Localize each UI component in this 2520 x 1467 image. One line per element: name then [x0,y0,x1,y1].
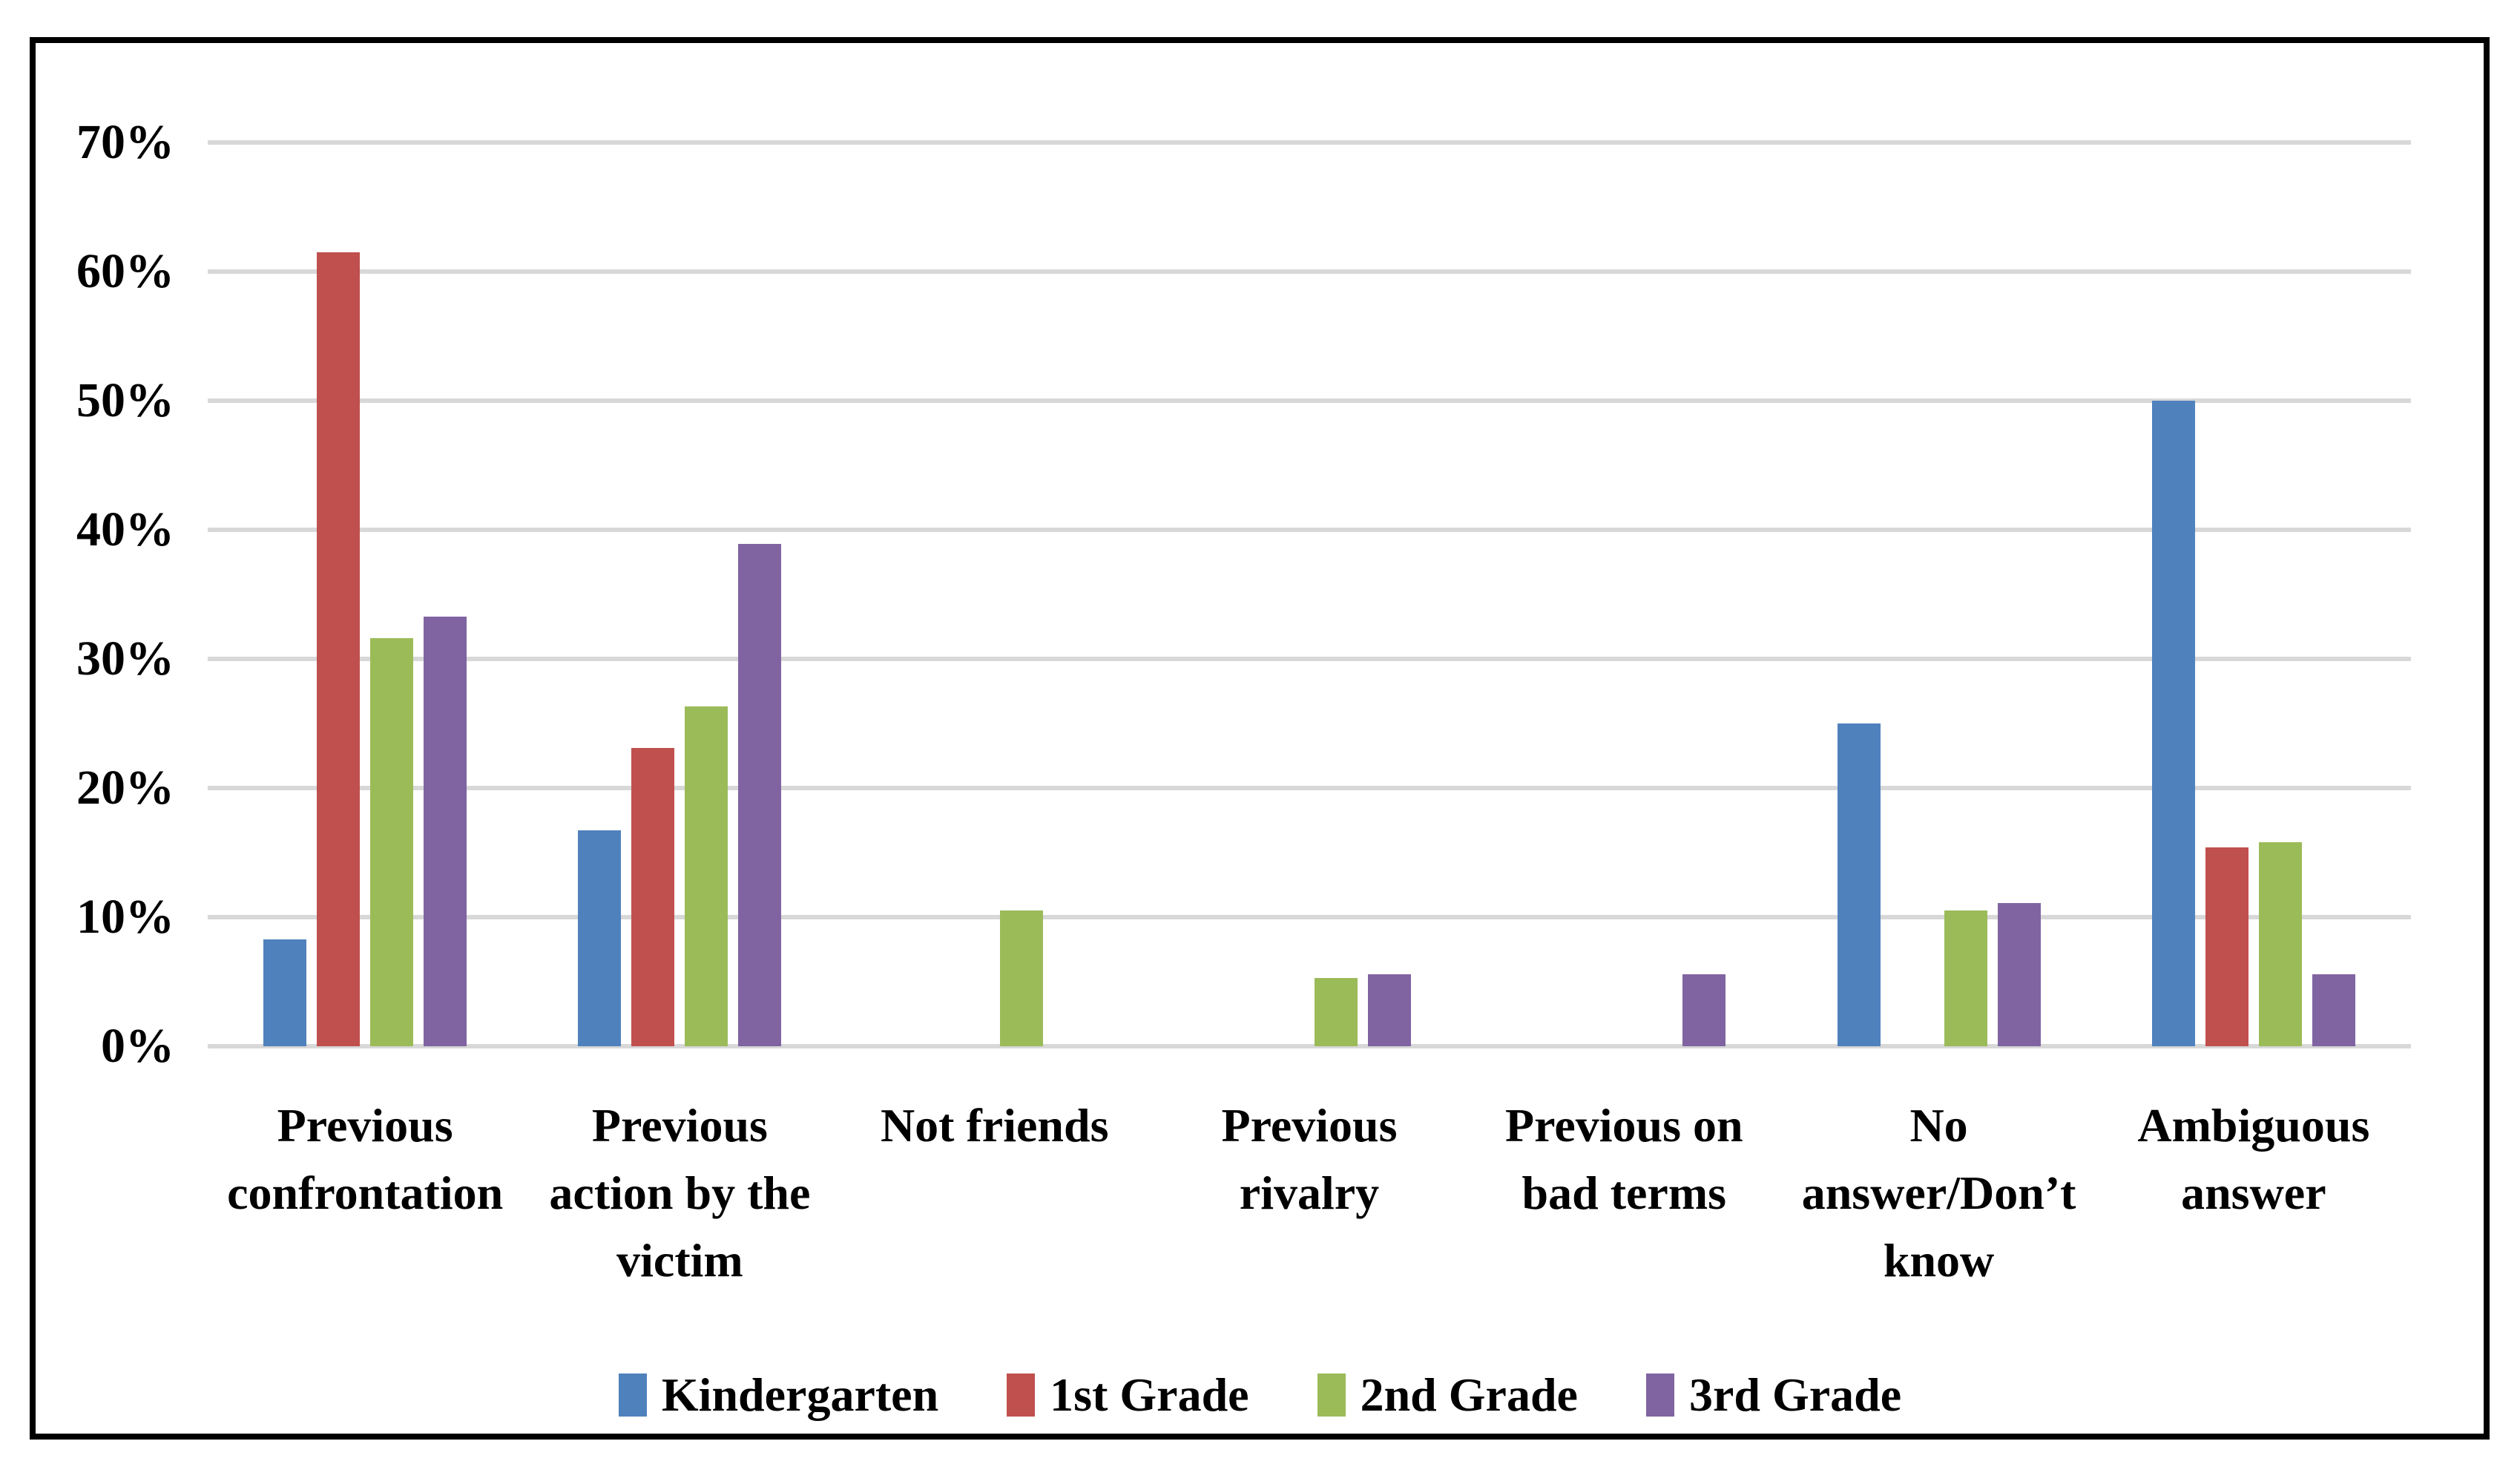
legend-label-2nd-grade: 2nd Grade [1360,1368,1578,1421]
bar-3rd-grade-no-answer-don-t-know [1997,902,2041,1046]
bar-1st-grade-previous-confrontation [317,252,361,1046]
legend-swatch-3rd-grade [1645,1374,1674,1417]
bar-kindergarten-no-answer-don-t-know [1837,723,1881,1046]
bar-3rd-grade-ambiguous-answer [2312,974,2355,1046]
bar-2nd-grade-not-friends [999,910,1043,1046]
legend-label-kindergarten: Kindergarten [661,1368,939,1421]
bar-3rd-grade-previous-on-bad-terms [1682,974,1726,1046]
legend: Kindergarten 1st Grade 2nd Grade 3rd Grade [0,1371,2520,1419]
x-axis-category-label-previous-rivalry: Previous rivalry [1221,1099,1398,1219]
x-axis-category-label-ambiguous-answer: Ambiguous answer [2137,1099,2370,1219]
bar-2nd-grade-previous-rivalry [1315,977,1358,1046]
y-axis-tick-label: 20% [76,761,174,815]
bar-kindergarten-previous-action-by-the-victim [578,830,622,1046]
legend-item-2nd-grade: 2nd Grade [1317,1371,1578,1419]
bar-2nd-grade-previous-action-by-the-victim [685,706,728,1046]
gridline-50 [208,398,2411,403]
legend-label-1st-grade: 1st Grade [1050,1368,1249,1421]
gridline-30 [208,657,2411,661]
bar-1st-grade-ambiguous-answer [2205,847,2248,1046]
legend-swatch-kindergarten [618,1374,647,1417]
y-axis-tick-label: 10% [76,890,174,944]
legend-item-1st-grade: 1st Grade [1007,1371,1249,1419]
bar-3rd-grade-previous-confrontation [424,616,467,1046]
y-axis-tick-label: 50% [76,373,174,427]
gridline-40 [208,528,2411,532]
y-axis-tick-label: 70% [76,115,174,169]
legend-swatch-2nd-grade [1317,1374,1346,1417]
gridline-10 [208,915,2411,919]
x-axis-category-label-previous-on-bad-terms: Previous on bad terms [1504,1099,1743,1219]
x-axis-category-label-previous-confrontation: Previous confrontation [227,1099,504,1219]
gridline-60 [208,269,2411,274]
y-axis-tick-label: 40% [76,502,174,557]
bar-2nd-grade-previous-confrontation [370,638,414,1046]
bar-3rd-grade-previous-action-by-the-victim [738,544,782,1046]
bar-2nd-grade-no-answer-don-t-know [1944,910,1987,1046]
bar-kindergarten-previous-confrontation [263,939,307,1046]
gridline-20 [208,786,2411,790]
bar-1st-grade-previous-action-by-the-victim [631,748,675,1046]
legend-item-kindergarten: Kindergarten [618,1368,939,1421]
x-axis-category-label-not-friends: Not friends [880,1099,1109,1152]
bar-3rd-grade-previous-rivalry [1368,974,1411,1046]
gridline-70 [208,140,2411,145]
legend-swatch-1st-grade [1007,1374,1036,1417]
y-axis-tick-label: 60% [76,244,174,298]
y-axis-tick-label: 30% [76,631,174,686]
bar-2nd-grade-ambiguous-answer [2258,842,2302,1046]
legend-item-3rd-grade: 3rd Grade [1645,1368,1902,1421]
x-axis-category-label-no-answer-don-t-know: No answer/Don’t know [1801,1099,2076,1287]
x-axis-category-label-previous-action-by-the-victim: Previous action by the victim [549,1099,811,1287]
y-axis-tick-label: 0% [101,1019,174,1073]
bar-kindergarten-ambiguous-answer [2151,401,2195,1046]
legend-label-3rd-grade: 3rd Grade [1688,1368,1902,1421]
gridline-0 [208,1044,2411,1048]
